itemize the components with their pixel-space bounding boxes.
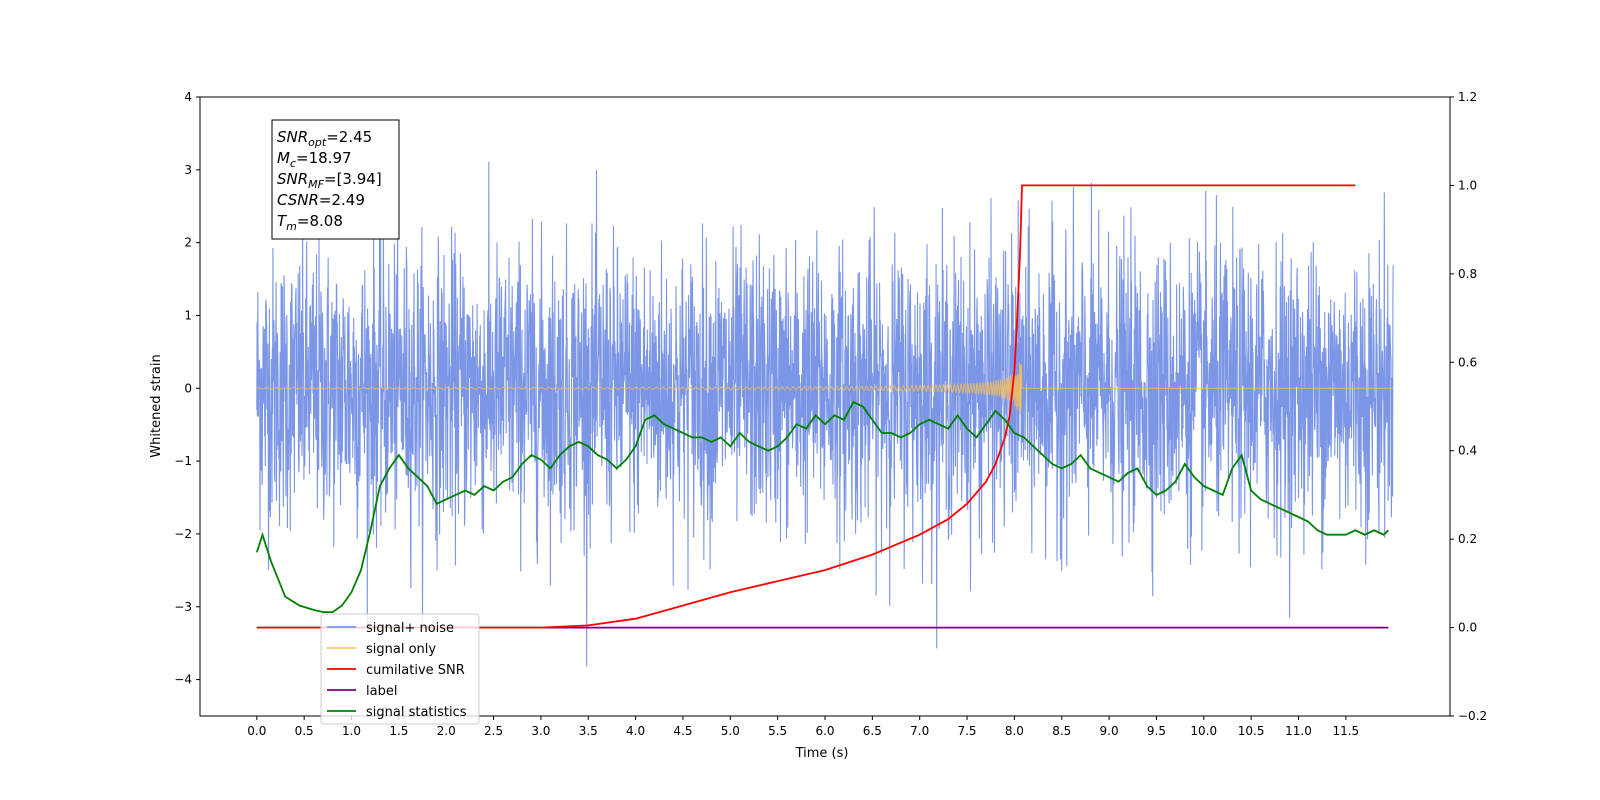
y-tick-label: 4 xyxy=(184,90,192,104)
x-tick-label: 8.5 xyxy=(1052,724,1071,738)
x-tick-label: 8.0 xyxy=(1005,724,1024,738)
annotation-line: CSNR=2.49 xyxy=(277,191,365,209)
y-tick-label: 0 xyxy=(184,381,192,395)
y2-tick-label: 0.8 xyxy=(1458,267,1477,281)
y-tick-label: −2 xyxy=(174,527,192,541)
signal-only-line xyxy=(256,362,1394,415)
y2-tick-label: 1.0 xyxy=(1458,178,1477,192)
y-axis-label: Whitened strain xyxy=(149,354,164,457)
signal-plus-noise-line xyxy=(256,161,1394,667)
y-axis-right: 1.2 1.0 0.8 0.6 0.4 0.2 0.0 −0.2 xyxy=(1450,90,1487,723)
annotation-line: SNRMF=[3.94] xyxy=(277,170,382,191)
x-axis-label: Time (s) xyxy=(795,746,849,761)
x-axis: 0.0 0.5 1.0 1.5 2.0 2.5 3.0 3.5 4.0 4.5 5.0 5.5 6.0 6… xyxy=(247,716,1359,738)
snr-annotation-box: SNRopt=2.45Mc=18.97SNRMF=[3.94]CSNR=2.49… xyxy=(271,119,400,240)
x-tick-label: 1.5 xyxy=(389,724,408,738)
x-tick-label: 2.5 xyxy=(484,724,503,738)
legend: signal+ noise signal only cumilative SNR la… xyxy=(320,613,480,725)
signal-statistics-line xyxy=(255,400,1390,613)
x-tick-label: 3.0 xyxy=(531,724,550,738)
x-tick-label: 6.0 xyxy=(815,724,834,738)
legend-label: cumilative SNR xyxy=(366,663,465,678)
annotation-line: Tm=8.08 xyxy=(277,212,343,233)
x-tick-label: 9.5 xyxy=(1147,724,1166,738)
x-tick-label: 2.0 xyxy=(437,724,456,738)
y2-tick-label: 0.4 xyxy=(1458,444,1477,458)
y-axis-left: 4 3 2 1 0 −1 −2 −3 −4 xyxy=(174,90,200,687)
y-tick-label: 1 xyxy=(184,308,192,322)
x-tick-label: 4.0 xyxy=(626,724,645,738)
x-tick-label: 11.5 xyxy=(1332,724,1359,738)
y-tick-label: −1 xyxy=(174,454,192,468)
x-tick-label: 0.0 xyxy=(247,724,266,738)
legend-label: signal only xyxy=(366,642,436,657)
x-tick-label: 7.5 xyxy=(957,724,976,738)
x-tick-label: 1.0 xyxy=(342,724,361,738)
legend-label: signal+ noise xyxy=(366,621,454,636)
cumulative-snr-line xyxy=(256,184,1356,629)
series-signal-only xyxy=(256,362,1394,415)
x-tick-label: 11.0 xyxy=(1285,724,1312,738)
y-tick-label: 3 xyxy=(184,163,192,177)
x-tick-label: 6.5 xyxy=(863,724,882,738)
x-tick-label: 9.0 xyxy=(1100,724,1119,738)
x-tick-label: 5.5 xyxy=(768,724,787,738)
y-tick-label: −4 xyxy=(174,673,192,687)
legend-label: signal statistics xyxy=(366,705,467,720)
y-tick-label: 2 xyxy=(184,236,192,250)
y2-tick-label: 1.2 xyxy=(1458,90,1477,104)
y2-tick-label: 0.6 xyxy=(1458,355,1477,369)
x-tick-label: 5.0 xyxy=(721,724,740,738)
x-tick-label: 0.5 xyxy=(295,724,314,738)
annotation-line: Mc=18.97 xyxy=(277,149,352,170)
x-tick-label: 10.0 xyxy=(1190,724,1217,738)
legend-label: label xyxy=(366,684,397,699)
x-tick-label: 10.5 xyxy=(1238,724,1265,738)
y2-tick-label: −0.2 xyxy=(1458,709,1487,723)
annotation-line: SNRopt=2.45 xyxy=(277,128,372,149)
series-signal-plus-noise xyxy=(256,161,1394,667)
x-tick-label: 7.0 xyxy=(910,724,929,738)
y-tick-label: −3 xyxy=(174,600,192,614)
x-tick-label: 4.5 xyxy=(673,724,692,738)
x-tick-label: 3.5 xyxy=(579,724,598,738)
y2-tick-label: 0.2 xyxy=(1458,532,1477,546)
y2-tick-label: 0.0 xyxy=(1458,621,1477,635)
